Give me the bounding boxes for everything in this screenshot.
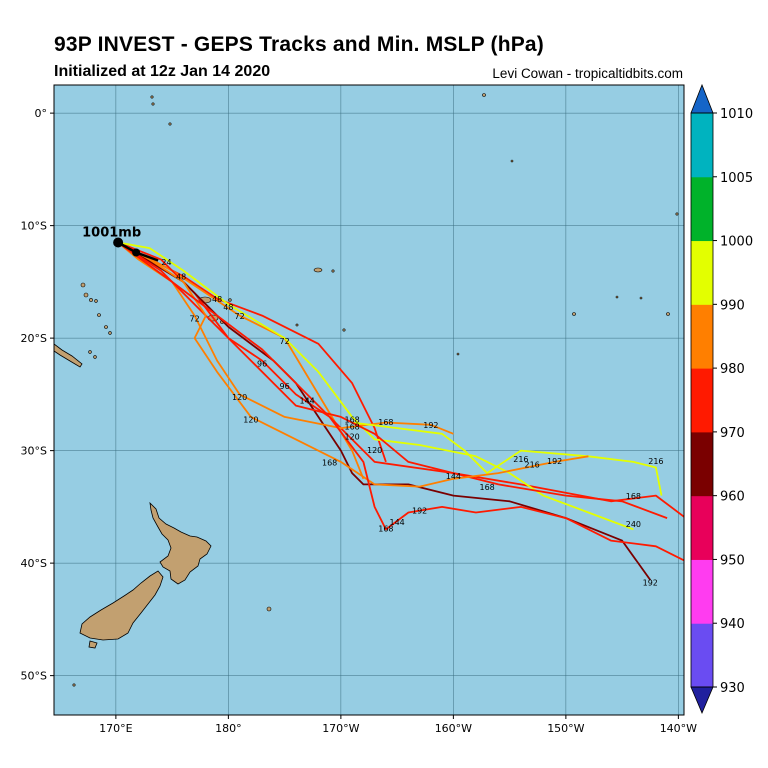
lat-tick-label: 0° [35, 107, 48, 120]
forecast-hour-label: 192 [643, 579, 658, 588]
ensemble-track-2 [117, 241, 365, 480]
ensemble-tracks [117, 241, 684, 581]
forecast-hour-label: 144 [389, 518, 404, 527]
colorbar-over-arrow [690, 83, 714, 114]
map-frame [53, 84, 685, 716]
start-point [113, 237, 124, 248]
landmasses [54, 93, 679, 687]
colorbar-segment [691, 495, 713, 560]
forecast-hour-label: 96 [280, 382, 290, 391]
forecast-hour-label: 192 [412, 507, 427, 516]
colorbar-tick-label: 1010 [720, 107, 753, 122]
latitude-ticks: 0° 10°S 20°S 30°S 40°S 50°S [21, 107, 54, 683]
chart-title: 93P INVEST - GEPS Tracks and Min. MSLP (… [54, 33, 544, 56]
forecast-hour-labels: 4848168120247272120961441441681929619248… [161, 258, 663, 588]
forecast-hour-label: 216 [648, 457, 663, 466]
colorbar-tick-label: 1000 [720, 235, 753, 250]
lat-tick-label: 20°S [21, 332, 47, 345]
lat-tick-label: 50°S [21, 670, 47, 683]
forecast-hour-label: 240 [626, 520, 641, 529]
lon-tick-label: 160°W [435, 722, 472, 735]
forecast-hour-label: 168 [344, 416, 359, 425]
lat-tick-label: 10°S [21, 220, 47, 233]
forecast-hour-label: 168 [344, 422, 359, 431]
forecast-hour-label: 168 [378, 525, 393, 534]
new-zealand-north-island [149, 501, 212, 585]
lat-tick-label: 30°S [21, 445, 47, 458]
lat-tick-label: 40°S [21, 557, 47, 570]
new-caledonia [54, 343, 83, 368]
colorbar-segment [691, 240, 713, 305]
longitude-ticks: 170°E 180° 170°W 160°W 150°W 140°W [99, 715, 697, 735]
forecast-hour-label: 192 [547, 457, 562, 466]
colorbar-tick-label: 980 [720, 362, 745, 377]
forecast-hour-label: 120 [367, 446, 382, 455]
colorbar-frame [690, 112, 714, 688]
forecast-hour-label: 168 [479, 483, 494, 492]
forecast-hour-label: 168 [378, 418, 393, 427]
colorbar-tick-label: 940 [720, 617, 745, 632]
colorbar-under-arrow [690, 686, 714, 715]
init-time: Initialized at 12z Jan 14 2020 [54, 63, 271, 80]
new-zealand-south-island [79, 570, 164, 641]
start-point-secondary [132, 248, 141, 257]
lon-tick-label: 170°W [322, 722, 359, 735]
min-pressure-label: 1001mb [82, 226, 141, 241]
forecast-hour-label: 120 [243, 416, 258, 425]
colorbar-tick-label: 950 [720, 553, 745, 568]
lon-tick-label: 150°W [547, 722, 584, 735]
colorbar-segment [691, 368, 713, 433]
forecast-hour-label: 168 [322, 458, 337, 467]
forecast-hour-label: 168 [626, 492, 641, 501]
forecast-hour-label: 96 [257, 359, 267, 368]
lon-tick-label: 180° [215, 722, 242, 735]
ocean [54, 85, 684, 715]
forecast-hour-label: 192 [423, 421, 438, 430]
ensemble-track-9 [117, 241, 589, 488]
ensemble-track-10 [117, 241, 684, 562]
colorbar-segment [691, 559, 713, 624]
forecast-hour-label: 72 [190, 314, 200, 323]
small-islands [72, 93, 679, 687]
colorbar-tick-label: 1005 [720, 171, 753, 186]
forecast-hour-label: 24 [161, 258, 171, 267]
forecast-hour-label: 72 [235, 312, 245, 321]
forecast-hour-label: 48 [212, 295, 222, 304]
pressure-colorbar: 930 940 950 960 970 980 990 1000 1005 1010 [690, 83, 753, 715]
forecast-hour-label: 216 [524, 461, 539, 470]
forecast-hour-label: 120 [232, 393, 247, 402]
colorbar-segment [691, 113, 713, 178]
forecast-hour-label: 48 [176, 273, 186, 282]
graticule [54, 85, 684, 715]
colorbar-segment [691, 176, 713, 242]
forecast-hour-label: 144 [446, 472, 461, 481]
stewart-island [88, 640, 98, 649]
lon-tick-label: 140°W [660, 722, 697, 735]
colorbar-segment [691, 623, 713, 688]
colorbar-tick-label: 930 [720, 681, 745, 696]
credit-text: Levi Cowan - tropicaltidbits.com [492, 66, 683, 81]
ensemble-track-1 [117, 241, 387, 463]
forecast-hour-label: 72 [280, 337, 290, 346]
ensemble-track-4 [117, 241, 652, 581]
forecast-hour-label: 48 [223, 303, 233, 312]
ensemble-track-7 [351, 421, 663, 496]
forecast-hour-label: 216 [513, 455, 528, 464]
forecast-hour-label: 120 [344, 432, 359, 441]
colorbar-tick-label: 970 [720, 426, 745, 441]
start-marker: 1001mb [82, 226, 159, 262]
colorbar-tick-label: 960 [720, 490, 745, 505]
colorbar-tick-label: 990 [720, 298, 745, 313]
forecast-hour-label: 144 [299, 396, 314, 405]
colorbar-segment [691, 304, 713, 369]
colorbar-segment [691, 431, 713, 497]
lon-tick-label: 170°E [99, 722, 132, 735]
